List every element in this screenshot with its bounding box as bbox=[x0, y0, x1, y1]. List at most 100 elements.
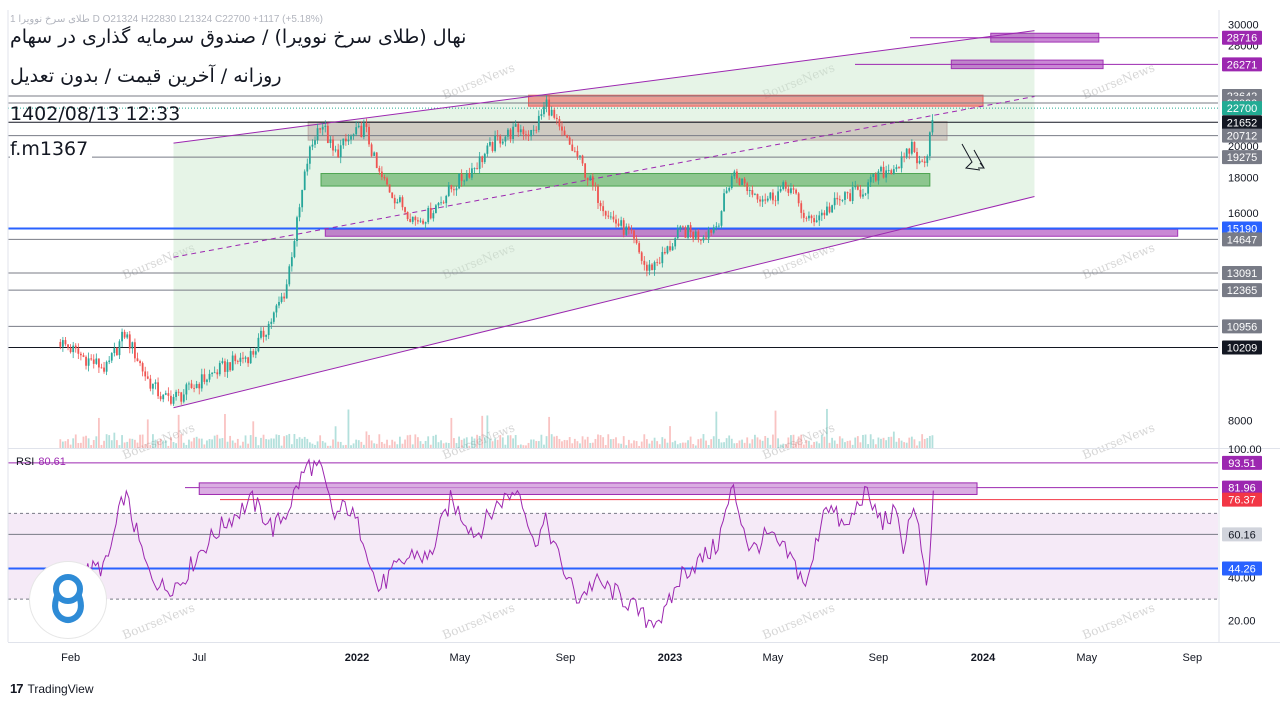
rsi-pane[interactable] bbox=[8, 457, 1218, 629]
volume-bar bbox=[712, 436, 715, 448]
tradingview-footer[interactable]: 17 TradingView bbox=[10, 681, 94, 696]
candle-body bbox=[913, 141, 916, 153]
candle-body bbox=[167, 393, 170, 396]
time-tick-label: Sep bbox=[556, 652, 576, 664]
volume-bar bbox=[764, 435, 767, 448]
price-level-tag[interactable] bbox=[1222, 283, 1262, 298]
price-level-tag[interactable] bbox=[1222, 340, 1262, 355]
volume-bar bbox=[450, 417, 453, 448]
price-level-tag[interactable] bbox=[1222, 115, 1262, 130]
rsi-level-tag[interactable] bbox=[1222, 455, 1262, 470]
candle-body bbox=[321, 126, 324, 130]
time-axis[interactable]: Feb Jul 2022 May Sep 2023 May Sep 2024 May Sep bbox=[61, 652, 1202, 664]
rsi-level-tag[interactable] bbox=[1222, 561, 1262, 576]
candle-body bbox=[249, 351, 252, 364]
volume-bar bbox=[653, 437, 656, 448]
price-zone-3[interactable] bbox=[528, 94, 984, 107]
candle-body bbox=[442, 202, 445, 204]
volume-bar bbox=[779, 444, 782, 448]
price-level-tag[interactable] bbox=[1222, 57, 1262, 72]
time-tick-label: 2023 bbox=[658, 652, 682, 664]
price-level-tag[interactable] bbox=[1222, 128, 1262, 143]
volume-bar bbox=[748, 443, 751, 448]
volume-bar bbox=[252, 421, 255, 448]
volume-bar bbox=[663, 438, 666, 448]
candle-body bbox=[501, 141, 504, 144]
price-zone-5[interactable] bbox=[320, 173, 931, 187]
candle-body bbox=[862, 194, 864, 197]
volume-bar bbox=[373, 443, 376, 448]
candle-body bbox=[463, 180, 466, 182]
rsi-legend[interactable]: RSI 80.61 bbox=[16, 456, 66, 468]
price-zone-6[interactable] bbox=[324, 228, 1179, 237]
volume-bar bbox=[707, 445, 710, 448]
volume-bar bbox=[535, 441, 538, 448]
volume-bar bbox=[591, 442, 594, 448]
candle-body bbox=[154, 382, 157, 384]
rsi-line[interactable] bbox=[82, 457, 934, 629]
volume-bar bbox=[543, 444, 545, 448]
candle-body bbox=[272, 312, 275, 322]
volume-bar bbox=[218, 438, 221, 448]
volume-bar bbox=[144, 444, 147, 448]
candle-body bbox=[928, 132, 931, 157]
volume-bar bbox=[236, 438, 239, 448]
volume-bar bbox=[308, 442, 311, 448]
volume-bar bbox=[270, 438, 273, 448]
volume-bar bbox=[622, 436, 625, 448]
price-level-tag[interactable] bbox=[1222, 30, 1262, 45]
volume-bar bbox=[723, 442, 725, 448]
price-level-tag[interactable] bbox=[1222, 221, 1262, 236]
channel-mid-line[interactable] bbox=[173, 96, 1035, 258]
price-zone-4[interactable] bbox=[307, 121, 948, 141]
candle-body bbox=[455, 188, 458, 191]
arrow-annotation-icon[interactable] bbox=[973, 149, 986, 169]
volume-bar bbox=[298, 437, 301, 448]
candle-body bbox=[347, 139, 350, 142]
arrow-annotation-icon[interactable] bbox=[961, 143, 981, 171]
candle-body bbox=[203, 374, 206, 382]
volume-bar bbox=[648, 443, 651, 448]
candle-body bbox=[360, 125, 363, 138]
rsi-level-tag[interactable] bbox=[1222, 527, 1262, 542]
candle-body bbox=[522, 129, 525, 135]
price-level-tag[interactable] bbox=[1222, 150, 1262, 165]
candle-body bbox=[741, 178, 743, 185]
candle-body bbox=[733, 171, 736, 177]
candle-body bbox=[159, 396, 162, 400]
candle-body bbox=[396, 201, 399, 204]
price-level-tag[interactable] bbox=[1222, 101, 1262, 116]
volume-bar bbox=[254, 436, 257, 448]
price-pane[interactable] bbox=[8, 30, 1218, 448]
channel-upper-line[interactable] bbox=[173, 30, 1035, 144]
candle-body bbox=[602, 206, 605, 212]
candle-body bbox=[190, 383, 193, 388]
volume-bar bbox=[406, 435, 409, 448]
rsi-level-tag[interactable] bbox=[1222, 492, 1262, 507]
candle-body bbox=[826, 206, 828, 216]
price-level-tag[interactable] bbox=[1222, 232, 1262, 247]
volume-bar bbox=[910, 436, 913, 448]
candle-body bbox=[113, 348, 116, 354]
candle-body bbox=[344, 138, 347, 142]
price-level-tag[interactable] bbox=[1222, 266, 1262, 281]
candle-body bbox=[648, 264, 651, 271]
price-axis[interactable]: 3000028000200001800016000800028716262712… bbox=[1222, 20, 1262, 428]
candle-body bbox=[514, 124, 517, 127]
candle-body bbox=[69, 347, 72, 353]
price-level-tag[interactable] bbox=[1222, 319, 1262, 334]
rsi-level-tag[interactable] bbox=[1222, 480, 1262, 495]
candle-body bbox=[715, 226, 718, 228]
candle-body bbox=[458, 173, 460, 189]
tradingview-brand: TradingView bbox=[27, 681, 94, 696]
volume-bar bbox=[718, 438, 720, 448]
volume-bar bbox=[319, 435, 322, 448]
candle-body bbox=[170, 395, 172, 404]
rsi-zone[interactable] bbox=[198, 482, 978, 495]
volume-bar bbox=[92, 440, 95, 448]
candle-body bbox=[92, 359, 95, 364]
volume-bar bbox=[476, 434, 478, 448]
volume-bar bbox=[849, 440, 852, 448]
channel-lower-line[interactable] bbox=[173, 196, 1035, 409]
